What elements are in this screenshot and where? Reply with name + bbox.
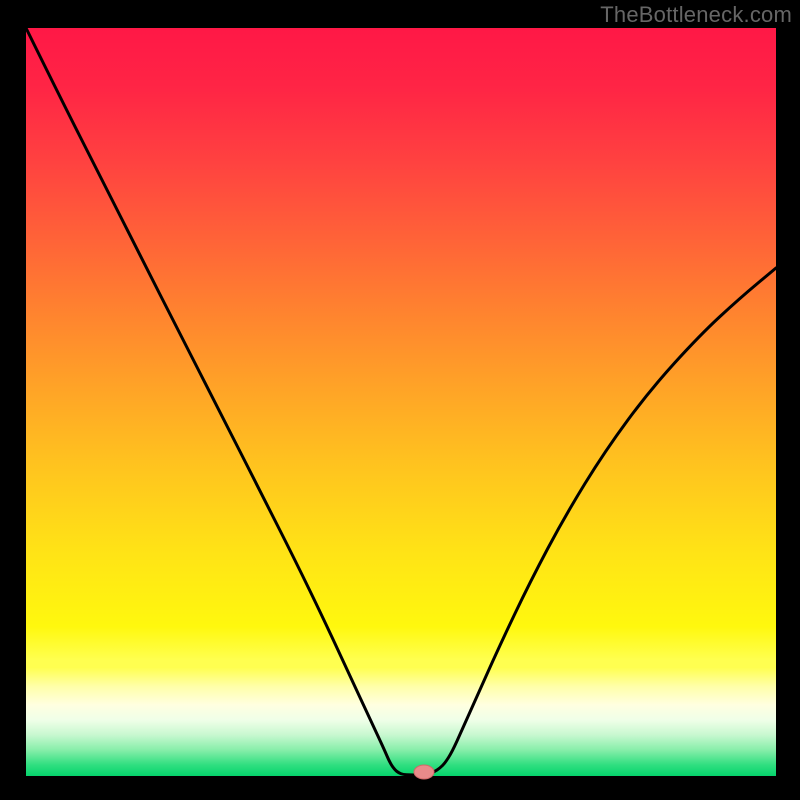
optimum-marker: [414, 765, 434, 779]
watermark-text: TheBottleneck.com: [600, 2, 792, 28]
plot-background: [26, 28, 776, 776]
